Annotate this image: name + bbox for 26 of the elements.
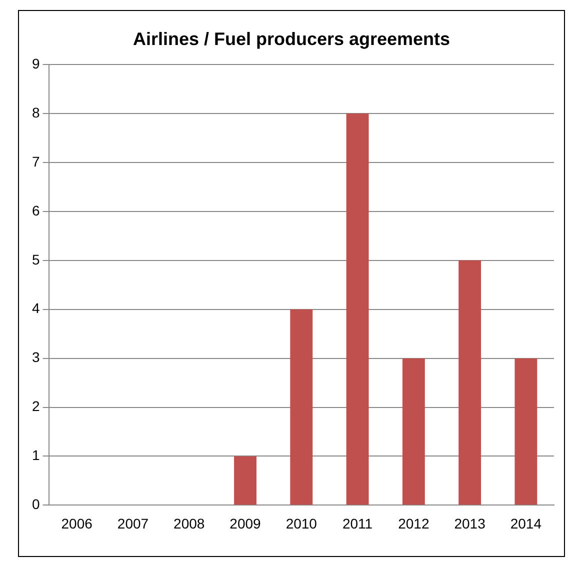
bar <box>290 309 313 505</box>
bar <box>458 260 482 505</box>
x-tick-label: 2010 <box>286 515 318 532</box>
x-tick-label: 2009 <box>230 515 262 532</box>
y-tick-label: 2 <box>32 398 40 414</box>
x-tick-label: 2013 <box>454 515 486 532</box>
x-tick-label: 2012 <box>398 515 430 532</box>
y-tick-label: 4 <box>32 300 40 316</box>
chart-title: Airlines / Fuel producers agreements <box>132 28 450 49</box>
bar <box>514 358 538 505</box>
y-tick-label: 5 <box>32 251 40 268</box>
x-tick-label: 2011 <box>342 515 373 532</box>
bar <box>402 358 425 505</box>
bar <box>234 456 256 505</box>
y-tick-label: 7 <box>32 153 40 170</box>
x-tick-label: 2007 <box>117 515 149 532</box>
x-tick-label: 2014 <box>510 515 542 532</box>
bar <box>346 114 369 505</box>
y-tick-label: 1 <box>32 447 40 464</box>
y-tick-label: 6 <box>32 202 40 218</box>
y-tick-label: 3 <box>32 349 40 366</box>
y-tick-label: 9 <box>32 55 40 72</box>
x-tick-label: 2008 <box>174 515 205 532</box>
x-tick-label: 2006 <box>61 515 93 532</box>
y-tick-label: 8 <box>32 104 40 120</box>
y-tick-label: 0 <box>32 496 40 512</box>
